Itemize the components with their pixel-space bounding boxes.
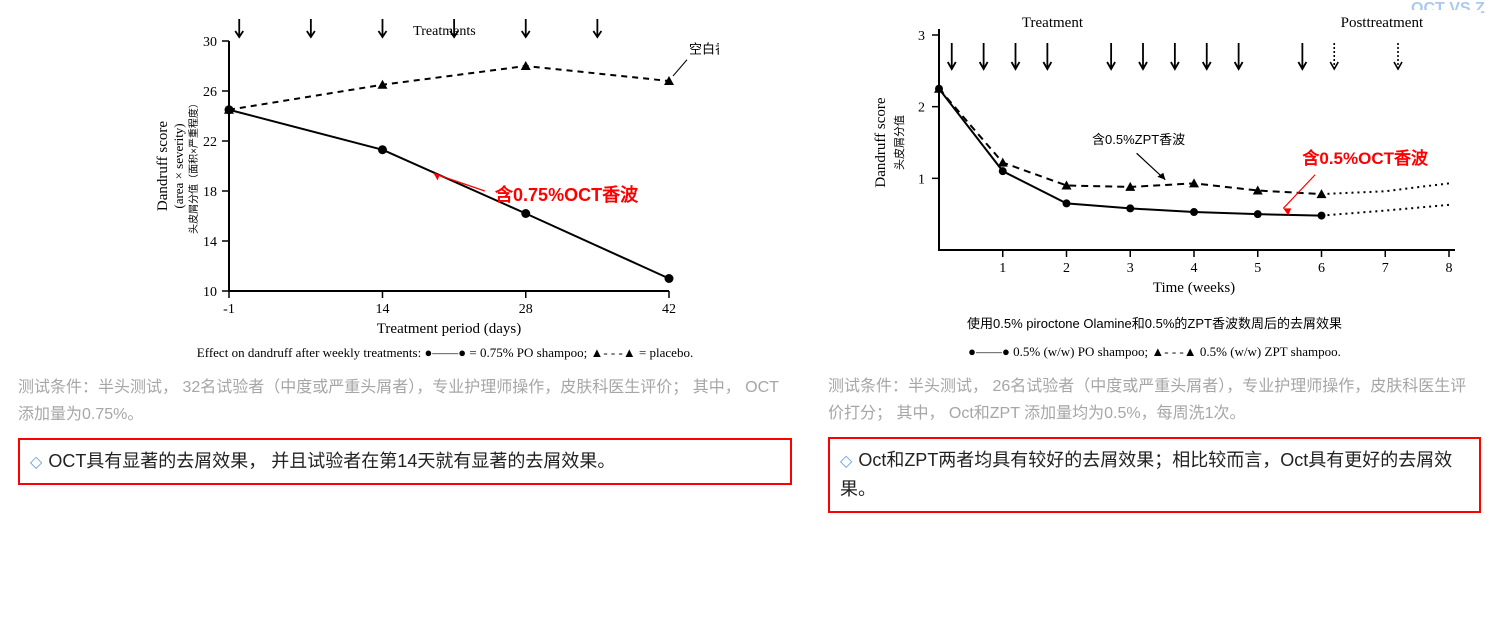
svg-text:头皮屑分值（面积×严重程度）: 头皮屑分值（面积×严重程度） <box>187 98 200 234</box>
left-chart-wrap: 10 14 18 22 26 30 -1 14 28 42 Treatment period (da… <box>98 10 792 362</box>
left-panel: 10 14 18 22 26 30 -1 14 28 42 Treatment period (da… <box>0 0 810 628</box>
left-chart: 10 14 18 22 26 30 -1 14 28 42 Treatment period (da… <box>99 11 719 341</box>
svg-text:42: 42 <box>662 302 676 317</box>
page: OCT VS ZPT 101418222630-1142842Treatment… <box>0 0 1499 628</box>
svg-text:空白香波: 空白香波 <box>689 42 719 57</box>
left-condition: 测试条件：半头测试， 32名试验者（中度或严重头屑者），专业护理师操作，皮肤科医… <box>18 374 792 428</box>
svg-text:1: 1 <box>999 261 1006 276</box>
right-condition: 测试条件：半头测试， 26名试验者（中度或严重头屑者），专业护理师操作，皮肤科医… <box>828 373 1481 427</box>
right-chart: 1 2 3 1 2 3 4 5 6 7 8 Time (weeks) Dandruff score 头皮屑… <box>829 11 1479 311</box>
svg-text:(area × severity): (area × severity) <box>171 123 186 208</box>
right-highlight-text: Oct和ZPT两者均具有较好的去屑效果；相比较而言，Oct具有更好的去屑效果。 <box>840 450 1452 499</box>
svg-text:Time (weeks): Time (weeks) <box>1153 280 1235 296</box>
svg-text:1: 1 <box>918 172 925 187</box>
svg-text:含0.5%OCT香波: 含0.5%OCT香波 <box>1302 148 1429 168</box>
svg-text:Treatment period (days): Treatment period (days) <box>377 321 521 337</box>
diamond-icon: ◇ <box>30 454 42 471</box>
svg-text:18: 18 <box>203 185 217 200</box>
svg-text:30: 30 <box>203 35 217 50</box>
right-panel: 1 2 3 1 2 3 4 5 6 7 8 Time (weeks) Dandruff score 头皮屑… <box>810 0 1499 628</box>
right-caption-cn: 使用0.5% piroctone Olamine和0.5%的ZPT香波数周后的去… <box>829 313 1480 332</box>
svg-text:22: 22 <box>203 135 217 150</box>
svg-text:头皮屑分值: 头皮屑分值 <box>893 115 906 170</box>
svg-text:7: 7 <box>1382 261 1389 276</box>
svg-text:含0.75%OCT香波: 含0.75%OCT香波 <box>495 184 639 205</box>
left-highlight-text: OCT具有显著的去屑效果， 并且试验者在第14天就有显著的去屑效果。 <box>48 451 615 471</box>
svg-text:Dandruff score: Dandruff score <box>155 121 171 211</box>
svg-text:26: 26 <box>203 85 217 100</box>
right-chart-wrap: 1 2 3 1 2 3 4 5 6 7 8 Time (weeks) Dandruff score 头皮屑… <box>828 10 1481 361</box>
svg-text:28: 28 <box>519 302 533 317</box>
svg-text:14: 14 <box>375 302 389 317</box>
svg-text:2: 2 <box>918 101 925 116</box>
svg-text:Treatments: Treatments <box>413 24 475 39</box>
svg-text:14: 14 <box>203 235 217 250</box>
svg-text:6: 6 <box>1318 261 1325 276</box>
right-caption-en: ●——● 0.5% (w/w) PO shampoo; ▲- - -▲ 0.5%… <box>829 344 1480 360</box>
svg-text:Dandruff score: Dandruff score <box>873 97 889 187</box>
left-highlight-box: ◇ OCT具有显著的去屑效果， 并且试验者在第14天就有显著的去屑效果。 <box>18 438 792 485</box>
svg-text:Treatment: Treatment <box>1022 15 1084 31</box>
svg-text:3: 3 <box>1127 261 1134 276</box>
diamond-icon: ◇ <box>840 453 852 470</box>
svg-text:3: 3 <box>918 29 925 44</box>
svg-text:8: 8 <box>1446 261 1453 276</box>
svg-text:10: 10 <box>203 285 217 300</box>
svg-text:4: 4 <box>1191 261 1198 276</box>
left-caption: Effect on dandruff after weekly treatmen… <box>99 345 791 361</box>
svg-text:含0.5%ZPT香波: 含0.5%ZPT香波 <box>1092 132 1185 147</box>
svg-text:5: 5 <box>1254 261 1261 276</box>
svg-text:Posttreatment: Posttreatment <box>1341 15 1424 31</box>
right-highlight-box: ◇Oct和ZPT两者均具有较好的去屑效果；相比较而言，Oct具有更好的去屑效果。 <box>828 437 1481 513</box>
svg-text:2: 2 <box>1063 261 1070 276</box>
svg-text:-1: -1 <box>223 302 235 317</box>
